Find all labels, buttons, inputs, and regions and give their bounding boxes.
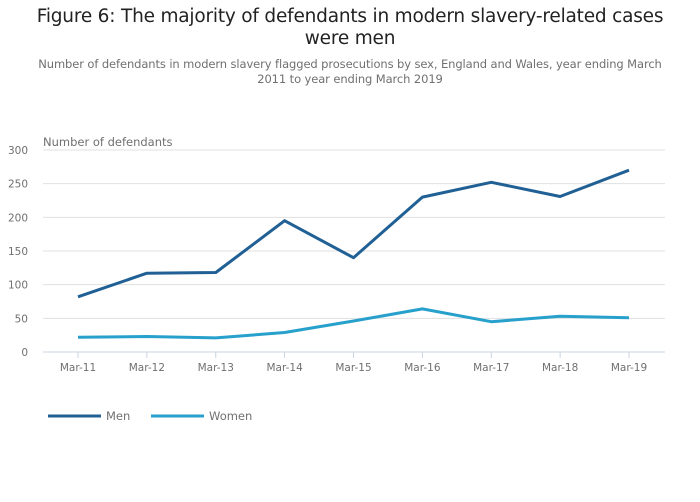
x-tick-label: Mar-19 — [611, 362, 647, 374]
x-axis: Mar-11 Mar-12 Mar-13 Mar-14 Mar-15 Mar-16 Mar-… — [43, 351, 665, 374]
y-axis-title: Number of defendants — [43, 135, 173, 149]
data-point-men[interactable] — [141, 267, 153, 279]
data-point-men[interactable] — [416, 191, 428, 203]
data-point-men[interactable] — [210, 267, 222, 279]
chart-title: Figure 6: The majority of defendants in … — [36, 6, 664, 49]
data-point-men[interactable] — [348, 252, 360, 264]
data-point-men[interactable] — [485, 176, 497, 188]
legend-label: Men — [106, 409, 130, 423]
x-tick-label: Mar-17 — [473, 362, 509, 374]
chart-subtitle: Number of defendants in modern slavery f… — [38, 57, 662, 86]
x-tick-label: Mar-15 — [335, 362, 371, 374]
legend-item-women[interactable]: Women — [151, 409, 252, 423]
y-tick-label: 100 — [8, 280, 28, 292]
data-point-women[interactable] — [279, 326, 291, 338]
y-axis-ticks: 0 50 100 150 200 250 300 — [8, 145, 28, 359]
data-point-women[interactable] — [141, 331, 153, 343]
y-tick-label: 250 — [8, 179, 28, 191]
data-point-men[interactable] — [279, 215, 291, 227]
x-tick-label: Mar-16 — [404, 362, 441, 374]
data-point-men[interactable] — [554, 190, 566, 202]
series-line-men[interactable] — [77, 168, 630, 299]
y-tick-label: 200 — [8, 212, 28, 224]
y-tick-label: 300 — [8, 145, 28, 157]
data-point-women[interactable] — [72, 331, 84, 343]
data-point-women[interactable] — [623, 312, 635, 324]
data-point-women[interactable] — [210, 332, 222, 344]
x-tick-label: Mar-11 — [60, 362, 96, 374]
data-point-men[interactable] — [623, 164, 635, 176]
legend-label: Women — [209, 409, 252, 423]
gridlines — [43, 149, 665, 319]
data-point-women[interactable] — [348, 315, 360, 327]
y-tick-label: 50 — [15, 313, 28, 325]
data-point-women[interactable] — [416, 303, 428, 315]
series-lines — [72, 164, 635, 344]
series-line-women[interactable] — [77, 307, 630, 340]
data-point-women[interactable] — [485, 316, 497, 328]
legend-item-men[interactable]: Men — [48, 409, 130, 423]
legend: Men Women — [48, 409, 252, 423]
data-point-women[interactable] — [554, 310, 566, 322]
x-tick-label: Mar-12 — [129, 362, 165, 374]
y-tick-label: 150 — [8, 246, 28, 258]
data-point-men[interactable] — [72, 291, 84, 303]
x-tick-label: Mar-14 — [266, 362, 303, 374]
y-tick-label: 0 — [21, 347, 28, 359]
x-tick-label: Mar-13 — [198, 362, 234, 374]
x-tick-label: Mar-18 — [542, 362, 578, 374]
